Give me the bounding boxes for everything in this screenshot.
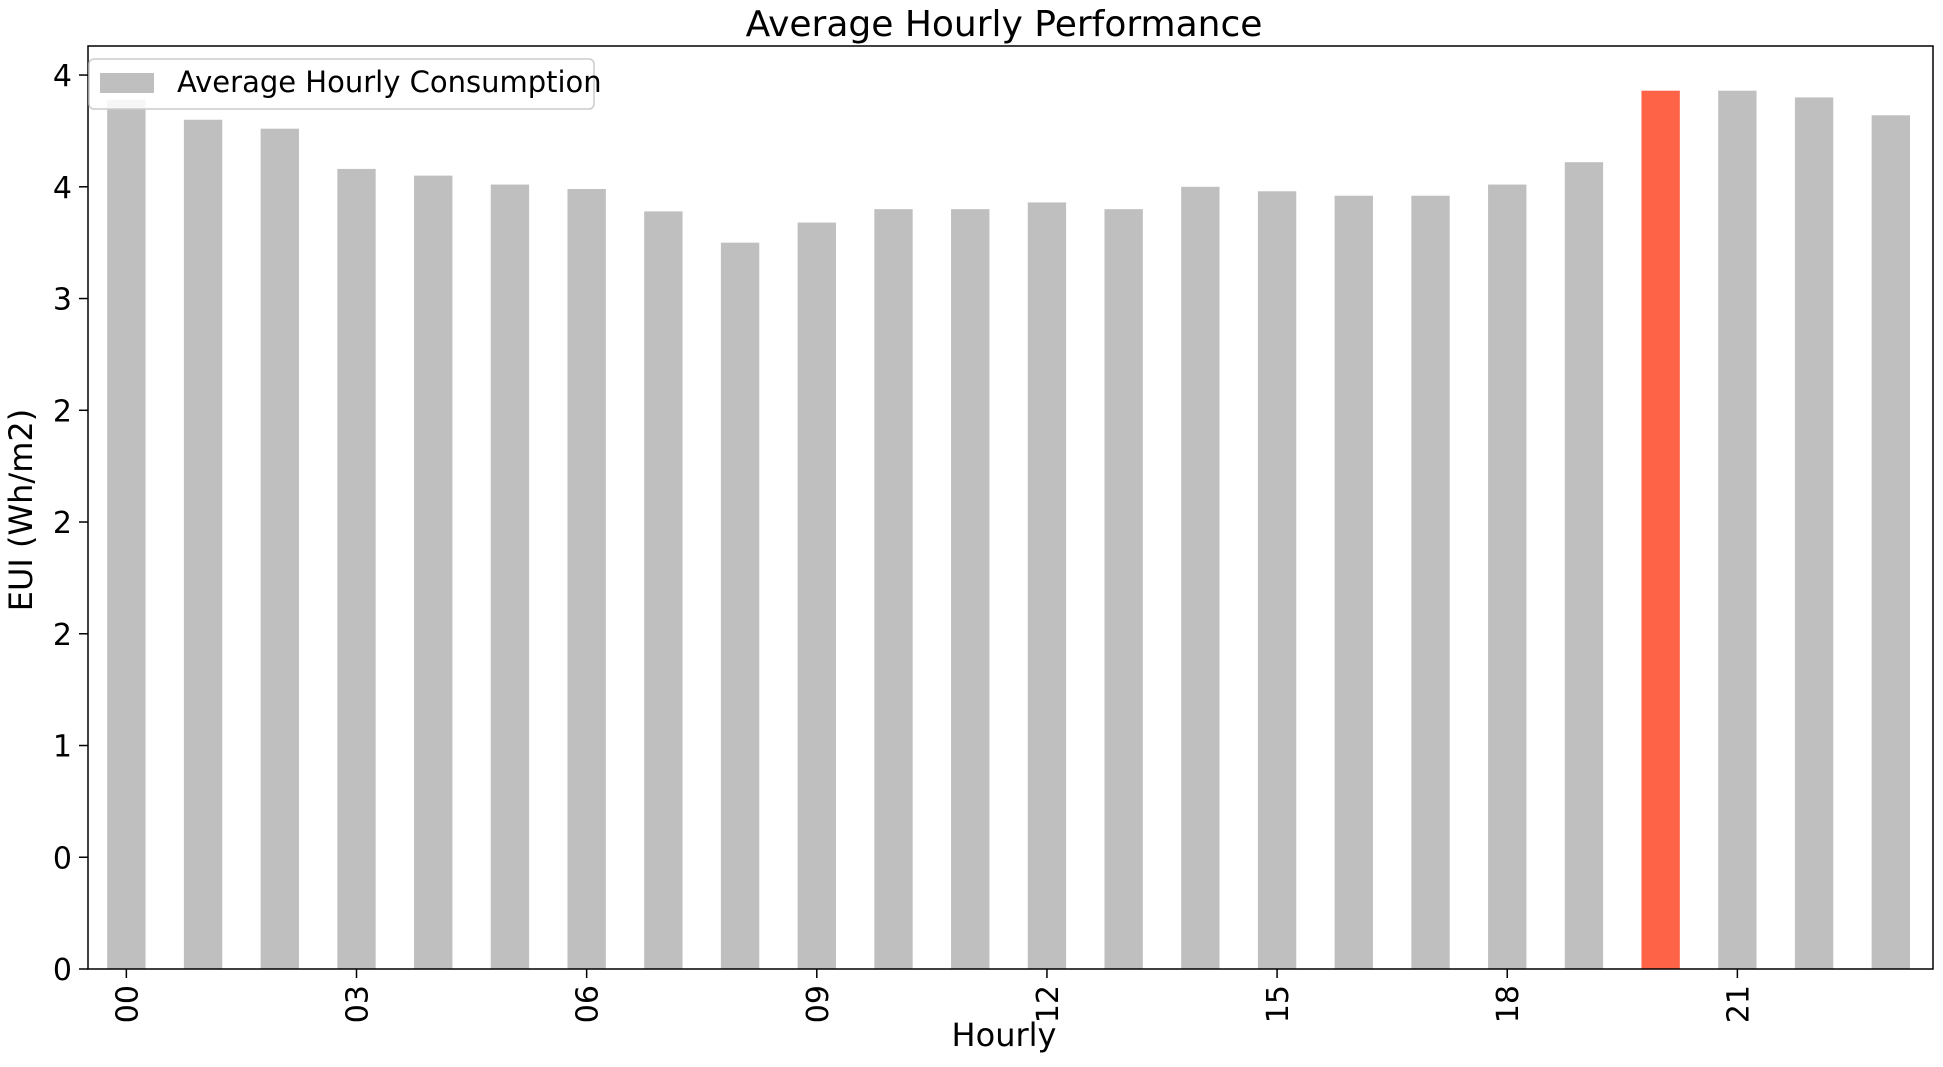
x-tick-label: 21 <box>1721 985 1756 1023</box>
x-tick-label: 09 <box>801 985 836 1023</box>
bar-hour-01 <box>183 119 223 969</box>
x-axis-ticks: 00 03 06 09 12 15 18 21 <box>110 969 1756 1023</box>
bars-group <box>107 90 1910 970</box>
chart-title: Average Hourly Performance <box>746 4 1263 45</box>
bar-hour-09 <box>797 222 836 970</box>
bar-hour-04 <box>414 175 453 970</box>
legend-box <box>88 58 595 110</box>
y-tick-label: 0 <box>53 953 72 988</box>
bar-hour-00 <box>107 99 146 970</box>
bar-hour-12 <box>1027 202 1067 969</box>
bar-hour-08 <box>720 242 760 969</box>
bar-hour-02 <box>260 128 299 970</box>
bar-hour-22 <box>1794 97 1834 970</box>
plot-frame <box>87 45 1934 970</box>
legend-swatch <box>100 73 154 93</box>
bar-hour-23 <box>1871 115 1910 969</box>
y-tick-label: 4 <box>53 171 72 206</box>
x-tick-label: 12 <box>1031 985 1066 1023</box>
y-tick-label: 2 <box>53 618 72 653</box>
bar-hour-14 <box>1181 186 1220 969</box>
bar-hour-15 <box>1257 191 1297 969</box>
bar-hour-05 <box>490 184 530 969</box>
x-tick-label: 18 <box>1491 985 1526 1023</box>
y-tick-label: 2 <box>53 506 72 541</box>
bar-hour-16 <box>1334 195 1373 969</box>
bar-hour-18 <box>1488 184 1527 969</box>
bar-hour-21 <box>1718 90 1757 970</box>
y-axis-ticks: 0 0 1 2 2 2 3 4 4 <box>53 59 88 988</box>
bar-hour-13 <box>1104 209 1143 970</box>
y-axis-label: EUI (Wh/m2) <box>2 409 40 611</box>
bar-hour-10 <box>874 209 913 970</box>
legend: Average Hourly Consumption <box>88 58 602 110</box>
bar-hour-11 <box>951 209 990 970</box>
bar-hour-17 <box>1411 195 1450 969</box>
x-tick-label: 15 <box>1261 985 1296 1023</box>
x-tick-label: 00 <box>110 985 145 1023</box>
y-tick-label: 1 <box>53 730 72 765</box>
bar-hour-07 <box>644 211 683 970</box>
x-tick-label: 03 <box>341 985 376 1023</box>
bar-hour-03 <box>337 168 376 970</box>
bar-hour-19 <box>1564 162 1604 969</box>
legend-entry-label: Average Hourly Consumption <box>177 65 602 99</box>
x-tick-label: 06 <box>571 985 606 1023</box>
bar-hour-20 <box>1641 90 1680 970</box>
y-tick-label: 3 <box>53 283 72 318</box>
y-tick-label: 4 <box>53 59 72 94</box>
x-axis-label: Hourly <box>952 1016 1057 1054</box>
bar-hour-06 <box>567 189 606 969</box>
y-tick-label: 2 <box>53 394 72 429</box>
y-tick-label: 0 <box>53 841 72 876</box>
